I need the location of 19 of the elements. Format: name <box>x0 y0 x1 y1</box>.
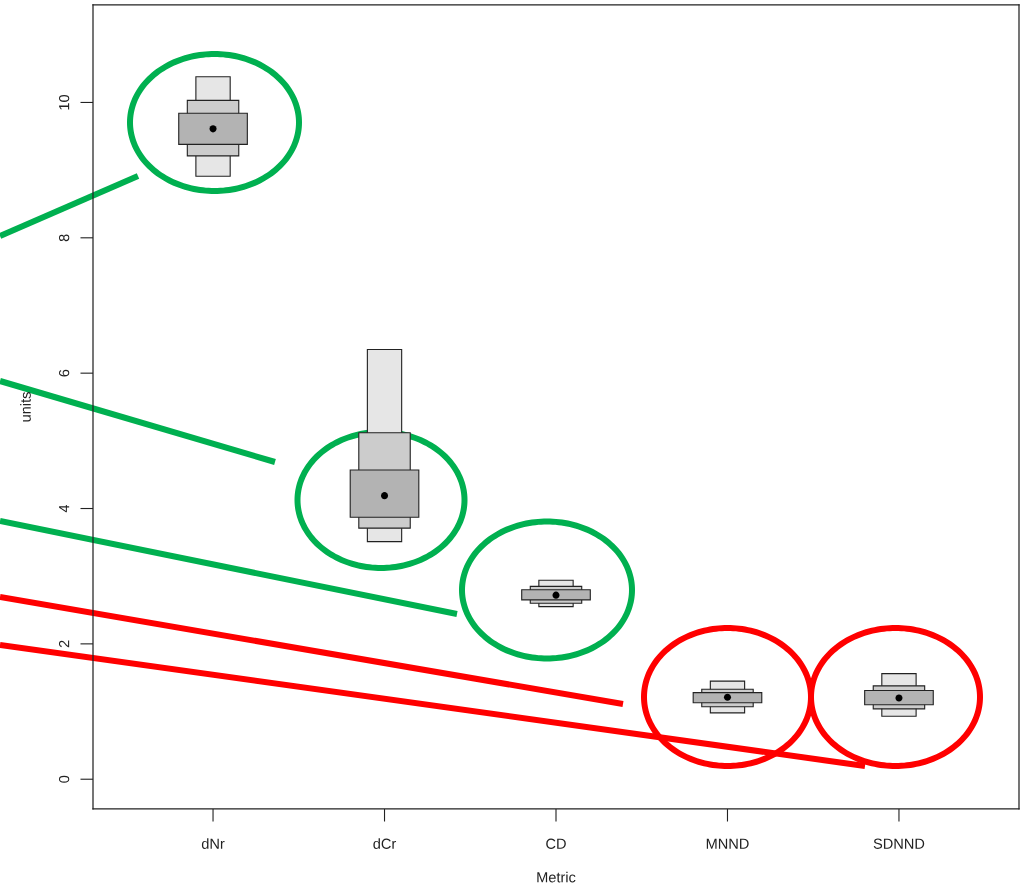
y-tick-label: 6 <box>58 369 70 377</box>
x-tick-label: CD <box>546 838 566 849</box>
x-axis-title: Metric <box>537 871 576 883</box>
y-tick-label: 2 <box>58 640 70 648</box>
y-axis-title: units <box>20 392 31 422</box>
x-tick-label: dNr <box>201 838 225 849</box>
y-tick-label: 10 <box>58 94 70 110</box>
point <box>380 492 389 500</box>
y-tick-label: 4 <box>59 504 70 513</box>
point <box>552 591 560 599</box>
x-tick-label: MNND <box>706 838 749 849</box>
x-tick-label: SDNND <box>873 838 925 849</box>
x-tick-label: dCr <box>373 838 397 849</box>
bar <box>521 589 591 601</box>
point <box>209 125 217 133</box>
bar <box>692 692 763 704</box>
point <box>723 693 732 701</box>
y-tick-label: 8 <box>58 234 70 242</box>
y-tick-label: 0 <box>58 775 70 783</box>
